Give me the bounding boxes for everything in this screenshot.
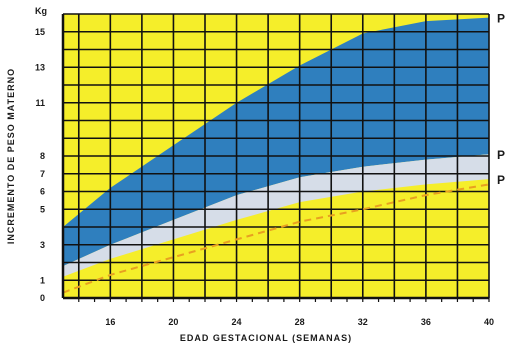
chart-bands [63,17,489,277]
y-tick-label: 5 [40,204,45,214]
y-tick-label: 13 [35,62,45,72]
x-tick-labels: 16 20 24 28 32 36 40 [105,317,494,327]
series-label-p: P [497,173,505,187]
y-tick-label: 3 [40,240,45,250]
y-tick-label: 8 [40,151,45,161]
x-tick-label: 32 [358,317,368,327]
x-tick-label: 36 [421,317,431,327]
y-tick-label: 7 [40,169,45,179]
x-tick-label: 16 [105,317,115,327]
series-label-p: P [497,12,505,26]
y-tick-label: 1 [40,275,45,285]
dashed-lower-curve [62,183,490,294]
y-tick-label: 15 [35,27,45,37]
y-axis-label: INCREMENTO DE PESO MATERNO [6,68,16,244]
x-tick-label: 24 [232,317,242,327]
x-tick-label: 40 [484,317,494,327]
y-tick-label: 11 [35,98,45,108]
chart-axes [61,14,490,302]
series-labels: PPP [497,12,505,188]
y-tick-label: 6 [40,187,45,197]
chart-lines [62,183,490,294]
y-tick-label: 0 [40,293,45,303]
band-upper [63,17,489,267]
x-axis-label: EDAD GESTACIONAL (SEMANAS) [180,333,352,343]
x-tick-label: 28 [295,317,305,327]
y-axis-unit: Kg [35,6,47,16]
x-tick-label: 20 [168,317,178,327]
chart-grid [63,13,490,298]
band-middle [63,154,489,277]
series-label-p: P [497,148,505,162]
